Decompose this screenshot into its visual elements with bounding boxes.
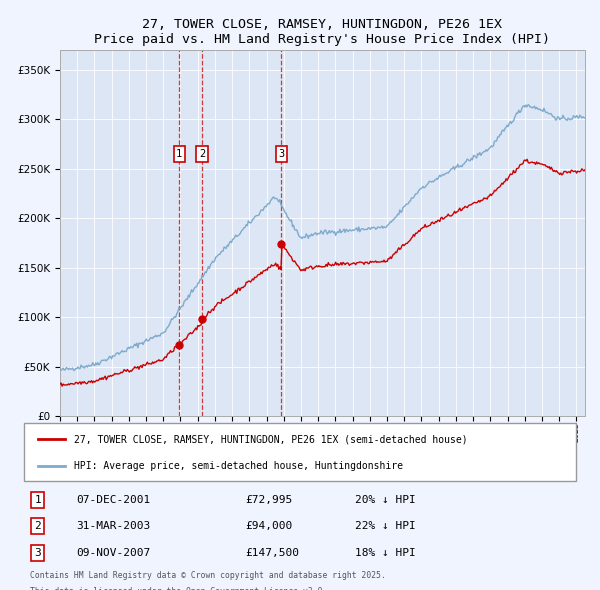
Text: This data is licensed under the Open Government Licence v3.0.: This data is licensed under the Open Gov…: [29, 586, 327, 590]
Text: 1: 1: [176, 149, 182, 159]
Text: 27, TOWER CLOSE, RAMSEY, HUNTINGDON, PE26 1EX (semi-detached house): 27, TOWER CLOSE, RAMSEY, HUNTINGDON, PE2…: [74, 434, 467, 444]
Text: 20% ↓ HPI: 20% ↓ HPI: [355, 495, 416, 505]
Text: £94,000: £94,000: [245, 522, 292, 531]
Text: 31-MAR-2003: 31-MAR-2003: [76, 522, 151, 531]
Text: £147,500: £147,500: [245, 548, 299, 558]
Text: 07-DEC-2001: 07-DEC-2001: [76, 495, 151, 505]
Text: £72,995: £72,995: [245, 495, 292, 505]
Text: HPI: Average price, semi-detached house, Huntingdonshire: HPI: Average price, semi-detached house,…: [74, 461, 403, 471]
FancyBboxPatch shape: [24, 423, 576, 481]
Text: 2: 2: [199, 149, 205, 159]
Title: 27, TOWER CLOSE, RAMSEY, HUNTINGDON, PE26 1EX
Price paid vs. HM Land Registry's : 27, TOWER CLOSE, RAMSEY, HUNTINGDON, PE2…: [95, 18, 551, 46]
Text: 18% ↓ HPI: 18% ↓ HPI: [355, 548, 416, 558]
Text: 1: 1: [34, 495, 41, 505]
Text: Contains HM Land Registry data © Crown copyright and database right 2025.: Contains HM Land Registry data © Crown c…: [29, 571, 385, 581]
Text: 2: 2: [34, 522, 41, 531]
Text: 09-NOV-2007: 09-NOV-2007: [76, 548, 151, 558]
Text: 22% ↓ HPI: 22% ↓ HPI: [355, 522, 416, 531]
Text: 3: 3: [278, 149, 284, 159]
Text: 3: 3: [34, 548, 41, 558]
